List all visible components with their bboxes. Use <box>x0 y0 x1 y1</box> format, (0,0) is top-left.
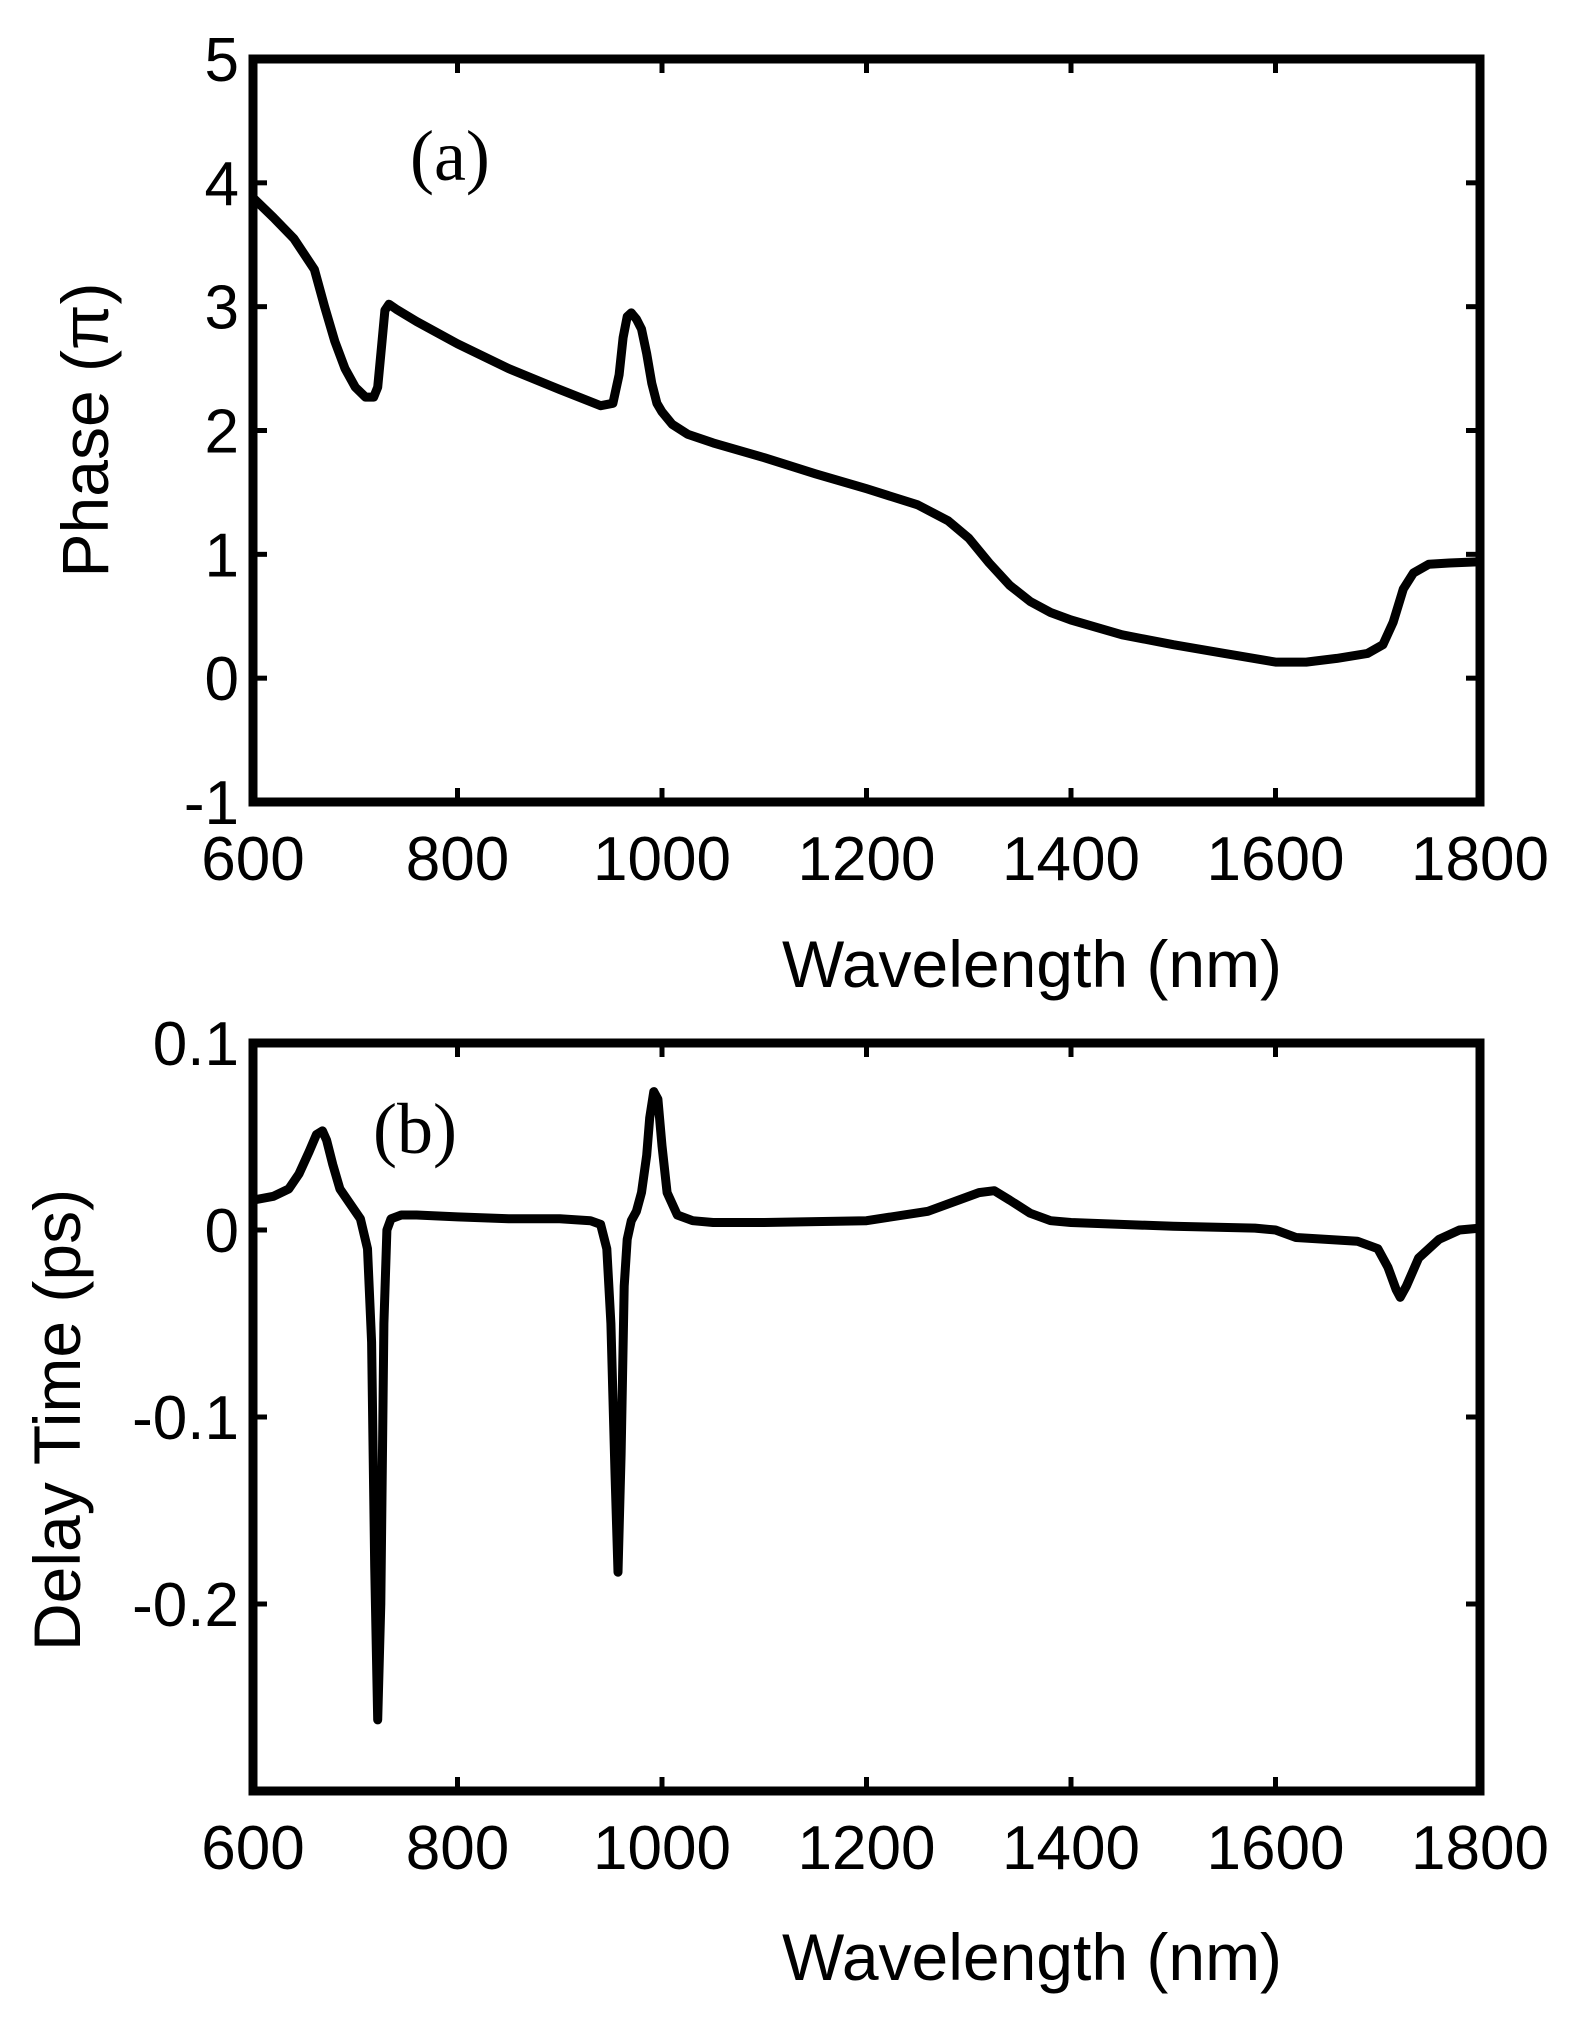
y-tick-label: 5 <box>205 26 239 95</box>
x-tick-label: 1600 <box>1207 1814 1345 1883</box>
delay-x-axis-label: Wavelength (nm) <box>782 1920 1282 1994</box>
delay-y-axis-label: Delay Time (ps) <box>20 1189 94 1651</box>
x-tick-label: 800 <box>406 825 509 894</box>
delay-plot-ticks <box>250 1040 1483 1791</box>
x-tick-label: 1400 <box>1002 1814 1140 1883</box>
panel-label-b: (b) <box>373 1089 457 1169</box>
x-tick-label: 1800 <box>1411 1814 1549 1883</box>
x-tick-label: 1000 <box>593 825 731 894</box>
phase-x-tick-labels: 600 800 1000 1200 1400 1600 1800 <box>201 825 1549 894</box>
x-tick-label: 1200 <box>798 825 936 894</box>
phase-curve <box>248 193 1485 667</box>
x-tick-label: 1200 <box>798 1814 936 1883</box>
delay-plot: -0.2-0.100.1 600 800 1000 1200 1400 1600 1800 … <box>20 1010 1549 1994</box>
y-tick-label: -0.1 <box>132 1384 239 1453</box>
x-tick-label: 600 <box>201 825 304 894</box>
x-tick-label: 1600 <box>1207 825 1345 894</box>
y-tick-label: 0 <box>205 1197 239 1266</box>
phase-plot-ticks <box>250 56 1483 805</box>
y-tick-label: -1 <box>184 769 239 838</box>
y-tick-label: 0 <box>205 645 239 714</box>
phase-y-axis-label: Phase (π) <box>48 283 122 578</box>
x-tick-label: 1000 <box>593 1814 731 1883</box>
phase-y-tick-labels: -1 0 1 2 3 4 5 <box>184 26 239 838</box>
delay-x-tick-labels: 600 800 1000 1200 1400 1600 1800 <box>201 1814 1549 1883</box>
y-tick-label: 2 <box>205 398 239 467</box>
y-tick-label: 3 <box>205 274 239 343</box>
x-tick-label: 600 <box>201 1814 304 1883</box>
phase-x-axis-label: Wavelength (nm) <box>782 927 1282 1001</box>
delay-y-tick-labels: -0.2 -0.1 0 0.1 <box>132 1010 239 1640</box>
panel-label-a: (a) <box>410 116 490 196</box>
y-tick-label: 0.1 <box>153 1010 239 1079</box>
y-tick-label: -0.2 <box>132 1571 239 1640</box>
y-tick-label: 1 <box>205 521 239 590</box>
delay-curve <box>248 1087 1485 1725</box>
x-tick-label: 800 <box>406 1814 509 1883</box>
y-tick-label: 4 <box>205 150 239 219</box>
x-tick-label: 1400 <box>1002 825 1140 894</box>
x-tick-label: 1800 <box>1411 825 1549 894</box>
